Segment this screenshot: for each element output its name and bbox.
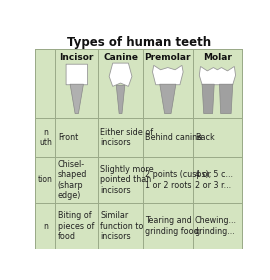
Text: Back: Back (195, 133, 215, 142)
Text: 2 points (cusps),
1 or 2 roots: 2 points (cusps), 1 or 2 roots (145, 170, 211, 190)
Text: Chewing...
grinding...: Chewing... grinding... (195, 216, 237, 236)
Polygon shape (116, 85, 125, 114)
Text: 4 or 5 c...
2 or 3 r...: 4 or 5 c... 2 or 3 r... (195, 170, 233, 190)
Text: Behind canine: Behind canine (145, 133, 202, 142)
Text: Types of human teeth: Types of human teeth (67, 36, 211, 49)
Polygon shape (199, 66, 235, 85)
Polygon shape (109, 63, 132, 87)
Text: n: n (43, 221, 48, 231)
FancyBboxPatch shape (66, 64, 87, 85)
Text: Similar
function to
incisors: Similar function to incisors (100, 211, 144, 241)
Text: Biting of
pieces of
food: Biting of pieces of food (58, 211, 94, 241)
Polygon shape (153, 65, 183, 85)
Text: tion: tion (38, 175, 53, 185)
Text: Incisor: Incisor (60, 53, 94, 62)
Text: Canine: Canine (103, 53, 138, 62)
Text: Premolar: Premolar (144, 53, 191, 62)
Polygon shape (160, 84, 176, 114)
Text: Tearing and
grinding food: Tearing and grinding food (145, 216, 199, 236)
Text: Either side of
incisors: Either side of incisors (100, 128, 154, 147)
Text: Molar: Molar (203, 53, 232, 62)
Text: n
uth: n uth (39, 128, 52, 147)
Polygon shape (220, 84, 233, 114)
Polygon shape (70, 84, 83, 114)
Polygon shape (202, 84, 214, 114)
Text: Slightly more
pointed than
incisors: Slightly more pointed than incisors (100, 165, 154, 195)
Text: Front: Front (58, 133, 78, 142)
Text: Chisel-
shaped
(sharp
edge): Chisel- shaped (sharp edge) (58, 160, 87, 200)
